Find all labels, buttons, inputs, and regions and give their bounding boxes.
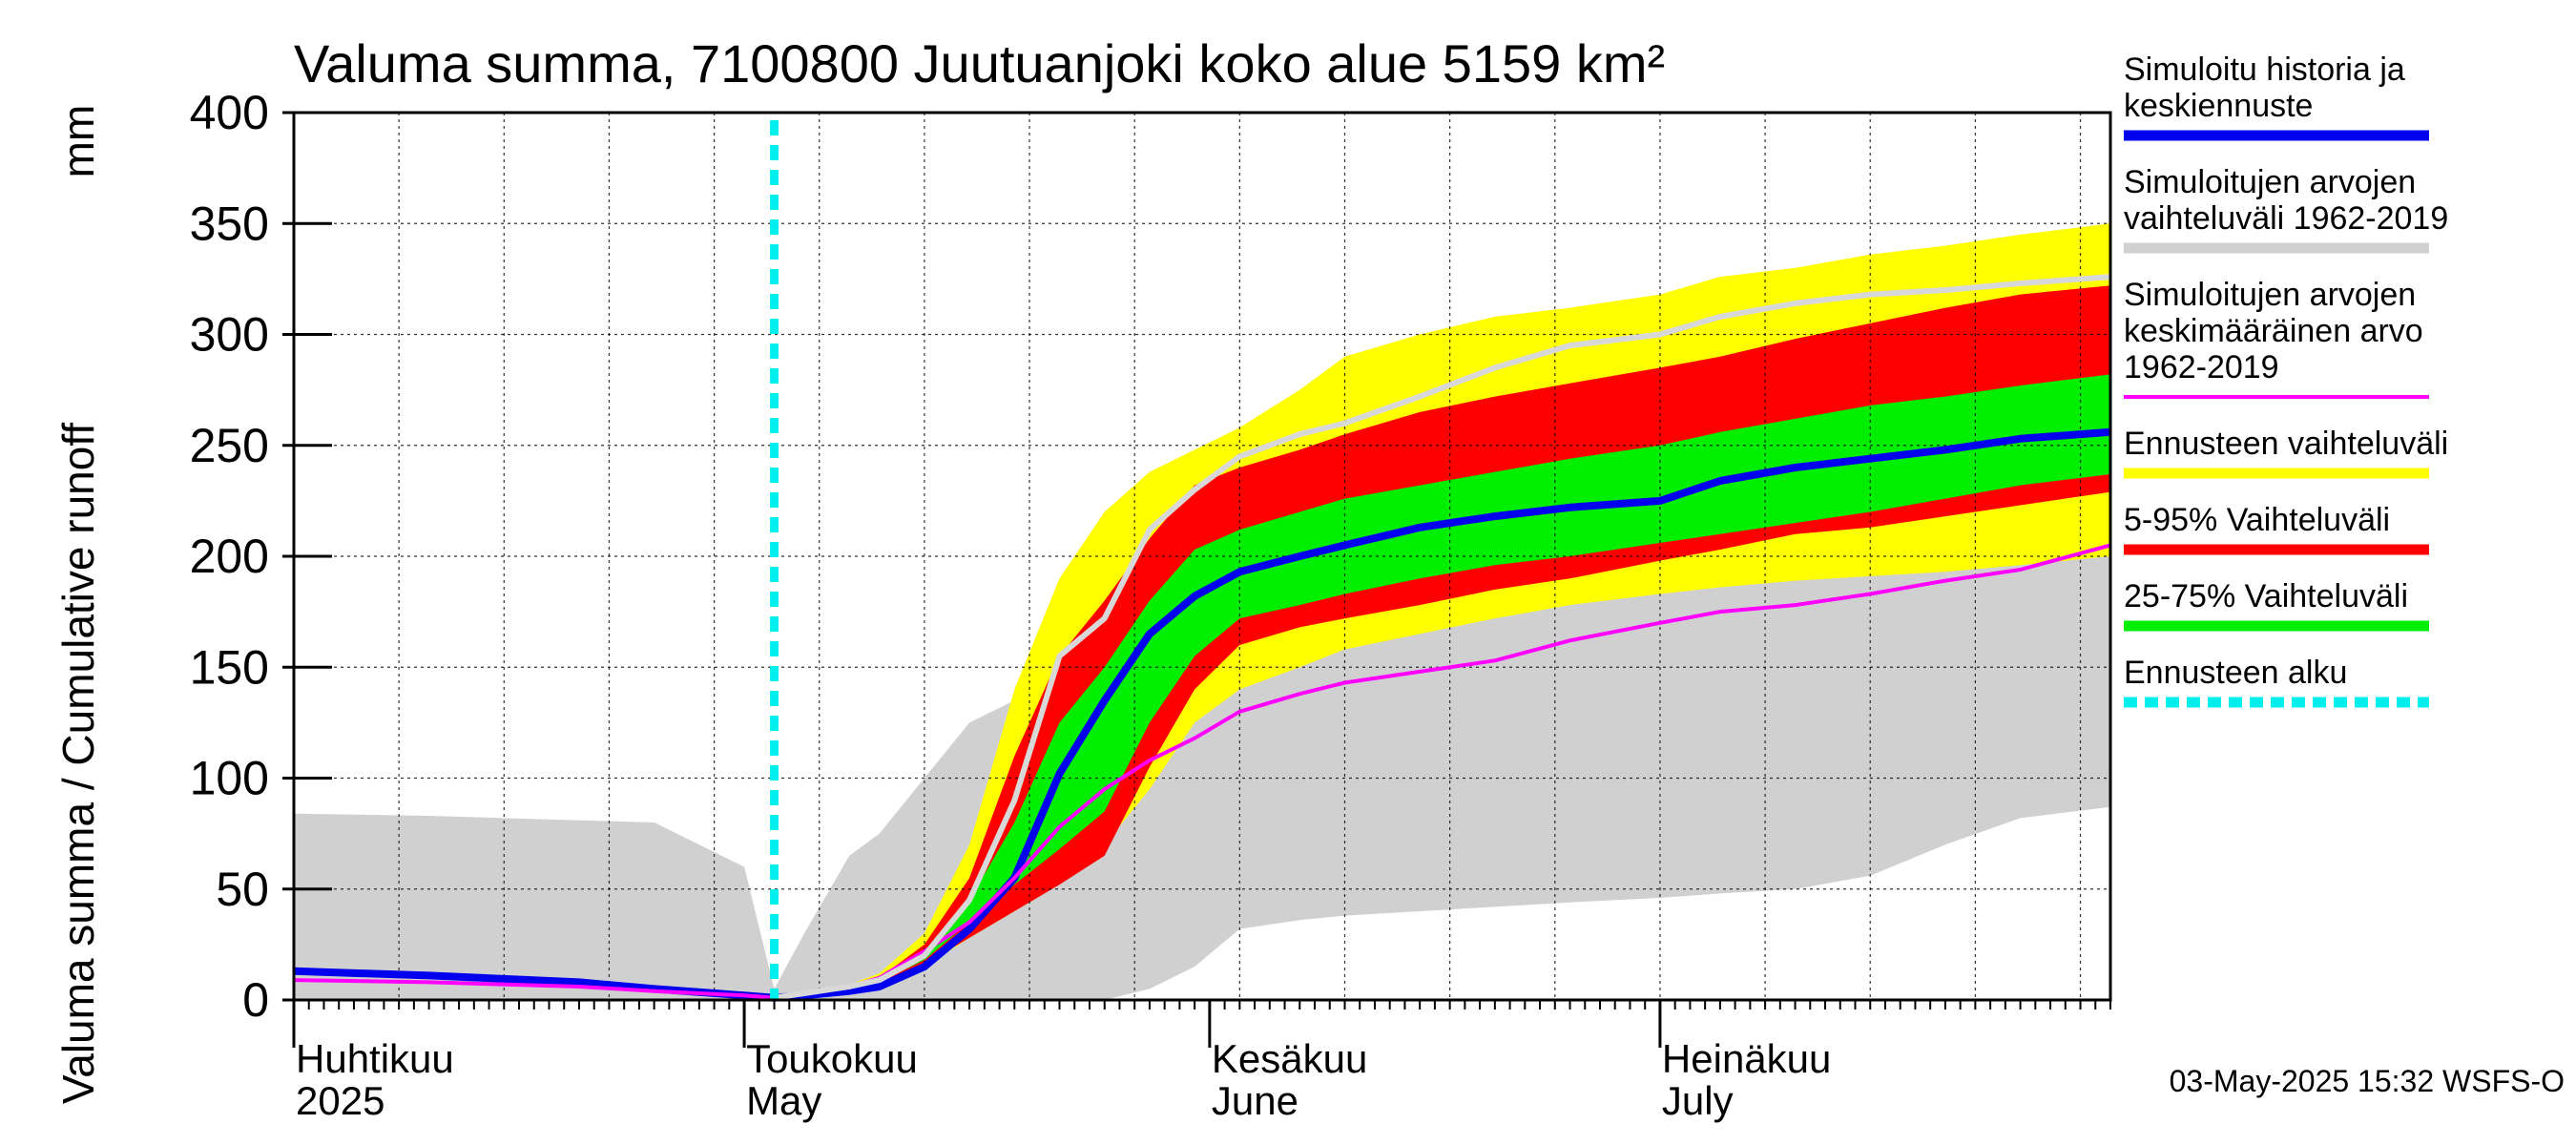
- plot-lines: [293, 120, 2111, 1002]
- x-month-label-fi: Huhtikuu: [296, 1036, 454, 1081]
- legend-label: Simuloitujen arvojen: [2124, 164, 2416, 200]
- legend-label: keskiennuste: [2124, 88, 2313, 124]
- x-month-label-fi: Kesäkuu: [1212, 1036, 1367, 1081]
- y-axis-label: Valuma summa / Cumulative runoff: [53, 423, 103, 1104]
- x-month-label-en: 2025: [296, 1078, 384, 1123]
- y-tick-label: 250: [190, 419, 269, 472]
- legend-label: vaihteluväli 1962-2019: [2124, 200, 2448, 237]
- y-tick-label: 150: [190, 640, 269, 694]
- legend-label: 5-95% Vaihteluväli: [2124, 502, 2390, 538]
- y-tick-label: 350: [190, 197, 269, 250]
- x-month-label-en: May: [746, 1078, 821, 1123]
- y-tick-label: 50: [216, 863, 269, 916]
- legend-label: Ennusteen vaihteluväli: [2124, 426, 2448, 462]
- legend-label: Simuloitu historia ja: [2124, 52, 2405, 88]
- chart-title: Valuma summa, 7100800 Juutuanjoki koko a…: [294, 33, 1665, 94]
- legend-label: Ennusteen alku: [2124, 655, 2347, 691]
- plot-grid: [293, 112, 2110, 1001]
- legend-label: keskimääräinen arvo: [2124, 313, 2423, 349]
- legend-label: Simuloitujen arvojen: [2124, 277, 2416, 313]
- plot-bands: [294, 223, 2110, 1001]
- y-axis-unit: mm: [53, 105, 103, 178]
- legend-label: 1962-2019: [2124, 349, 2279, 385]
- y-tick-label: 400: [190, 86, 269, 139]
- y-tick-label: 300: [190, 308, 269, 362]
- y-tick-label: 100: [190, 752, 269, 805]
- y-tick-label: 200: [190, 530, 269, 583]
- legend-label: 25-75% Vaihteluväli: [2124, 578, 2408, 614]
- x-month-label-en: June: [1212, 1078, 1298, 1123]
- series-line-2: [774, 274, 2111, 1001]
- x-month-label-fi: Heinäkuu: [1662, 1036, 1831, 1081]
- x-month-label-en: July: [1662, 1078, 1734, 1123]
- band-3: [774, 374, 2110, 998]
- series-line-1: [293, 543, 2111, 1000]
- x-month-label-fi: Toukokuu: [746, 1036, 918, 1081]
- y-tick-label: 0: [242, 973, 269, 1027]
- timestamp-footer: 03-May-2025 15:32 WSFS-O: [2170, 1064, 2565, 1098]
